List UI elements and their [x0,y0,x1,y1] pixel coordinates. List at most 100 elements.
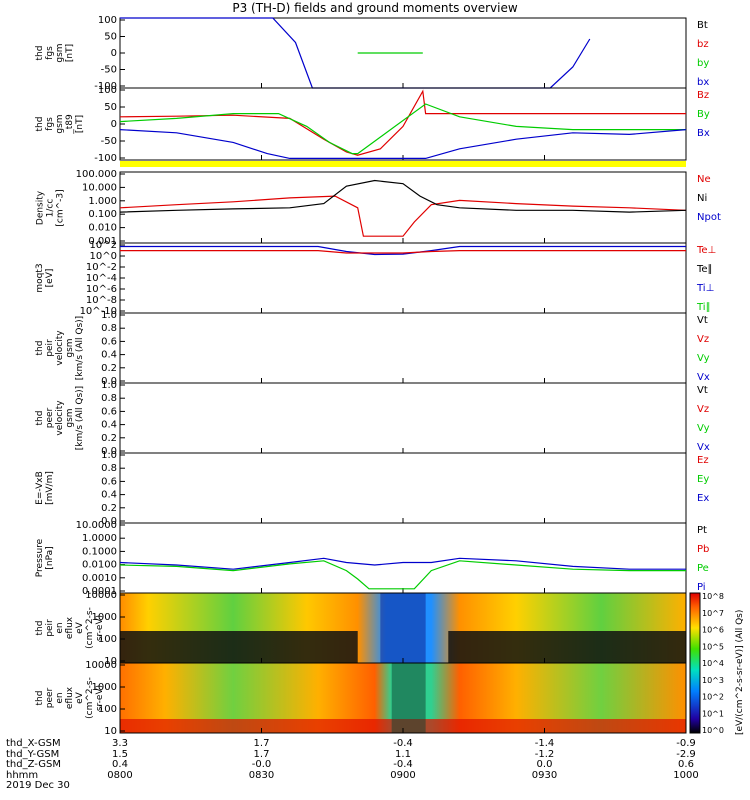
y-tick-label: -100 [94,153,117,164]
y-tick-label: 10^-6 [86,284,117,295]
legend-entry: By [697,109,710,120]
ephemeris-column: 3.3 1.5 0.4 0800 [95,738,145,781]
ephemeris-value: 3.3 [112,738,128,749]
y-tick-label: -100 [94,81,117,92]
colorbar-tick-label: 10^2 [702,693,724,702]
legend-entry: Npot [697,212,721,223]
legend-entry: Ex [697,493,710,504]
y-tick-label: 10^-4 [86,273,117,284]
y-tick-label: 10 [104,726,117,737]
y-tick-label: 0.0 [101,446,117,457]
panel-frame [119,522,687,594]
y-tick-label: 10.000 [82,182,117,193]
legend-entry: Ne [697,174,711,185]
ephemeris-value: -1.2 [534,748,555,760]
y-tick-label: 0.2 [101,363,117,374]
colorbar-tick-label: 10^7 [702,609,724,618]
legend-entry: bx [697,77,710,88]
ephemeris-labels: thd_X-GSM thd_Y-GSM thd_Z-GSM hhmm 2019 … [6,738,70,792]
y-tick-label: 0.4 [101,420,117,431]
colorbar-tick-label: 10^3 [702,676,724,685]
y-tick-label: 0.6 [101,476,117,487]
legend-entry: Pb [697,544,710,555]
series-line-Ni [119,179,687,213]
heatmap-low-energy-band [448,631,686,663]
y-tick-label: 0.6 [101,336,117,347]
ephemeris-value: -0.9 [676,738,696,749]
legend-entry: Ti∥ [697,302,711,313]
legend-entry: Vy [697,423,710,434]
colorbar-tick-label: 10^6 [702,626,724,635]
ephemeris-value: 0930 [531,769,558,781]
y-tick-label: 10^-8 [86,295,117,306]
legend-entry: Vt [697,385,708,396]
ephem-label-z: thd_Z-GSM [6,759,61,770]
y-tick-label: 1.000 [88,196,117,207]
series-line-Pe [119,560,686,590]
legend-entry: Ti⊥ [697,283,715,294]
colorbar-tick-label: 10^4 [702,659,724,668]
y-tick-label: 100.000 [76,169,117,180]
heatmap-sparse-region [391,663,426,733]
legend-entry: Bx [697,128,710,139]
panel-frame [119,452,687,524]
figure-title: P3 (TH-D) fields and ground moments over… [232,1,518,15]
legend-entry: Pt [697,525,707,536]
y-tick-label: -50 [101,65,117,76]
colorbar-tick-label: 10^5 [702,642,724,651]
ephem-label-hhmm: hhmm [6,769,39,781]
series-line-By [119,103,686,155]
ephemeris-column: -0.4 1.1 -0.4 0900 [378,738,428,781]
legend-entry: Vz [697,334,710,345]
ephemeris-column: -1.4 -1.2 0.0 0930 [520,738,570,781]
series-line-bx [120,17,591,89]
y-tick-label: 10.0000 [76,520,117,531]
y-tick-label: 0.0100 [82,560,117,571]
legend-entry: Te⊥ [697,245,717,256]
ephemeris-value: 0.0 [536,759,553,770]
series-line-Pi [119,557,686,570]
y-tick-label: 0.4 [101,490,117,501]
y-tick-label: 100 [98,85,117,96]
y-tick-label: 100 [98,634,117,645]
legend-entry: Te∥ [697,264,713,275]
y-tick-label: 100 [98,15,117,26]
ephemeris-value: 0800 [107,769,133,781]
ephemeris-column: 1.7 1.7 -0.0 0830 [237,738,287,781]
y-tick-label: 50 [104,32,117,43]
y-tick-label: 0 [111,48,117,59]
y-tick-label: 1000 [92,612,117,623]
y-tick-label: 0.8 [101,463,117,474]
ephemeris-value: 1000 [673,769,699,781]
legend-entry: Vz [697,404,710,415]
y-tick-label: 0.0010 [82,573,117,584]
ephemeris-value: 1.7 [253,738,270,749]
y-axis-label: thd fgs gsm _t89 [nT] [35,114,85,134]
y-tick-label: 0.100 [88,209,117,220]
y-tick-label: 1.0 [101,380,117,391]
legend-entry: Vy [697,353,710,364]
y-tick-label: 1.0 [101,450,117,461]
colorbar-title: [eV/(cm^2-s-sr-eV)] (All Qs) [735,610,745,735]
legend-entry: Pe [697,563,709,574]
y-tick-label: 0.0001 [82,586,117,597]
y-axis-label: moqt3 [eV] [35,263,55,293]
ephemeris-value: 0.6 [678,759,694,770]
y-tick-label: 0.2 [101,433,117,444]
y-tick-label: 10^-10 [80,306,117,317]
heatmap-sparse-region [380,593,426,663]
y-tick-label: 10000 [85,590,117,601]
legend-entry: Bt [697,20,708,31]
y-axis-label: thd fgs gsm [nT] [35,43,75,63]
ephemeris-value: -1.4 [534,738,555,749]
y-tick-label: 0.001 [88,236,117,247]
legend-entry: Vx [697,372,710,383]
series-line-Ti⊥ [120,245,686,256]
y-tick-label: 100 [98,704,117,715]
y-tick-label: 0.010 [88,223,117,234]
y-tick-label: 0.8 [101,323,117,334]
ephem-label-x: thd_X-GSM [6,738,61,749]
series-line-Bz [119,89,686,156]
y-axis-label: Density 1/cc [cm^-3] [35,188,65,227]
